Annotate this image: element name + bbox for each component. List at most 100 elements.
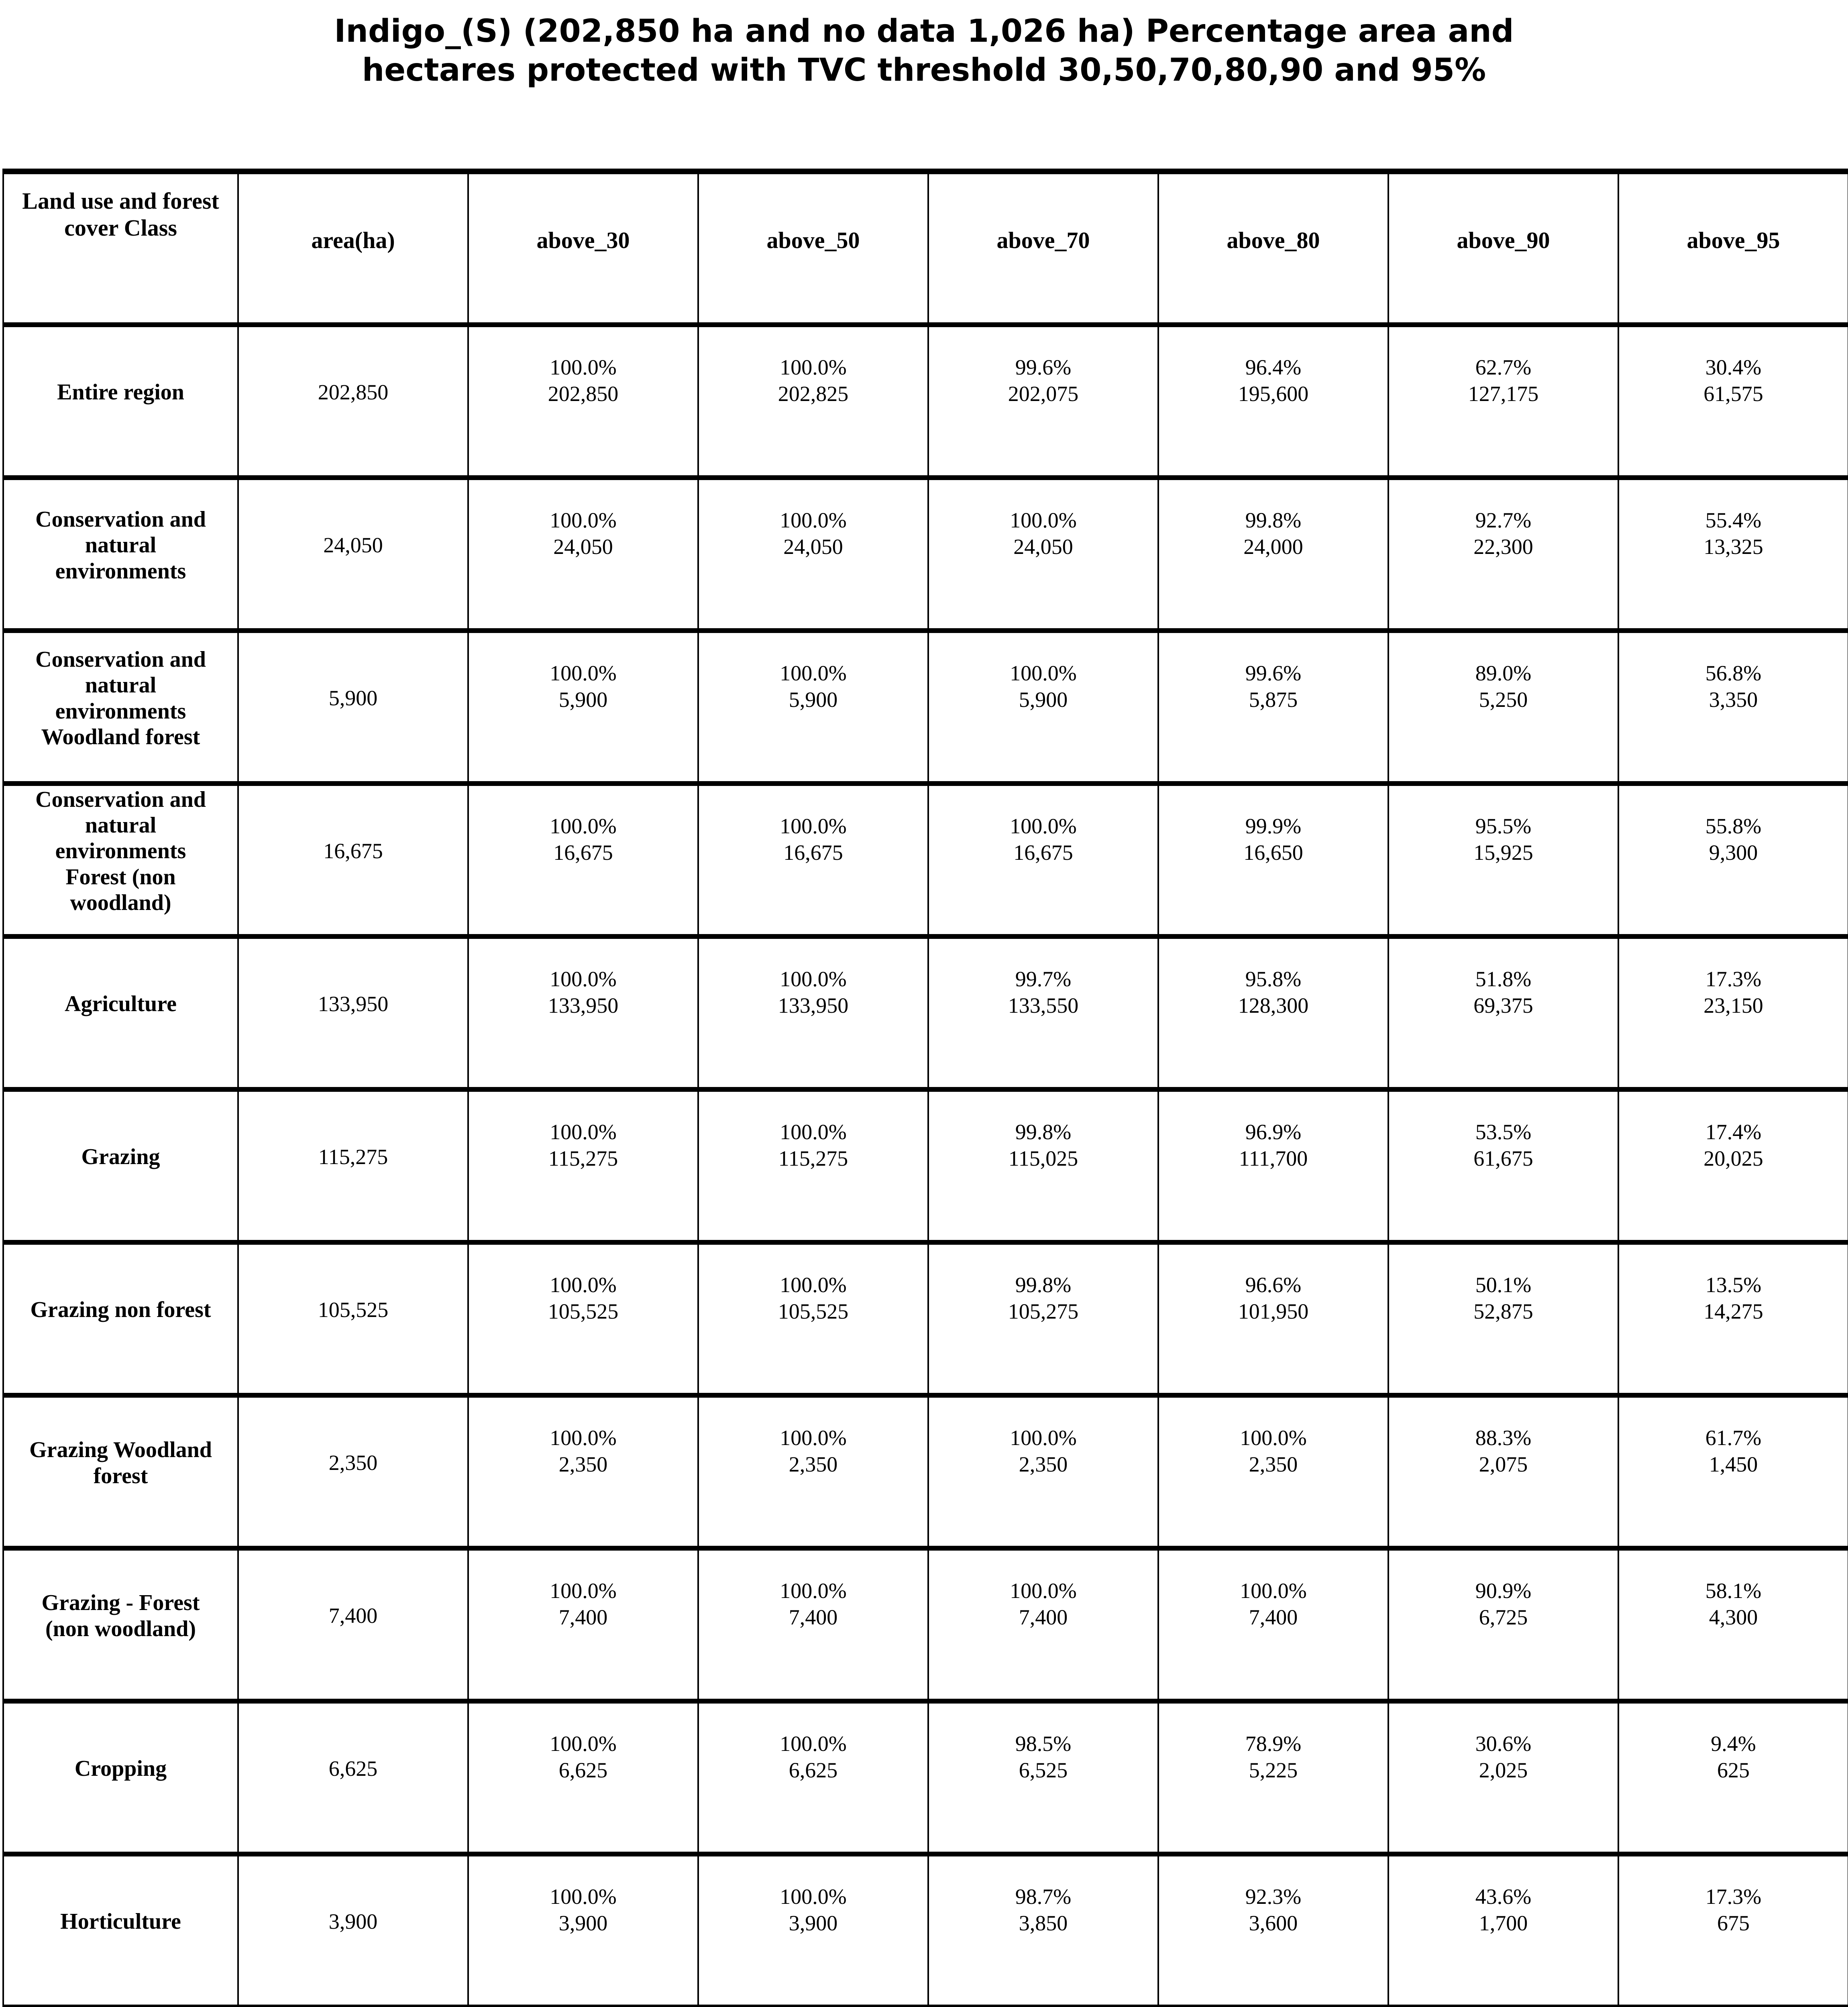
value-box: 100.0% 2,350	[469, 1427, 697, 1475]
pct-value: 100.0%	[1240, 1425, 1307, 1450]
table-row: Grazing Woodland forest 2,350 100.0% 2,350 1…	[2, 1393, 1848, 1551]
ha-value: 1,700	[1479, 1911, 1528, 1935]
column-header-text: Land use and forest cover Class	[4, 174, 237, 241]
value-cell: 99.8% 115,025	[927, 1087, 1159, 1245]
pct-value: 17.3%	[1705, 1884, 1762, 1909]
pct-value: 92.7%	[1475, 508, 1532, 532]
pct-value: 17.3%	[1705, 967, 1762, 991]
value-box: 100.0% 7,400	[469, 1580, 697, 1628]
value-box: 95.5% 15,925	[1389, 815, 1618, 863]
ha-value: 195,600	[1238, 381, 1309, 406]
pct-value: 100.0%	[780, 1272, 847, 1297]
pct-value: 100.0%	[780, 967, 847, 991]
value-box: 100.0% 3,900	[699, 1886, 927, 1934]
column-header-label: above_80	[1227, 227, 1320, 254]
pct-value: 100.0%	[780, 508, 847, 532]
value-box: 92.7% 22,300	[1389, 509, 1618, 558]
row-label-box: Agriculture	[29, 991, 212, 1017]
row-label: Grazing non forest	[2, 1240, 239, 1398]
ha-value: 61,575	[1703, 381, 1763, 406]
ha-value: 16,675	[553, 840, 613, 865]
value-cell: 100.0% 24,050	[927, 475, 1159, 633]
value-cell: 100.0% 133,950	[467, 934, 699, 1092]
column-header-label: area(ha)	[311, 227, 395, 254]
row-label: Conservation and natural environments Wo…	[2, 628, 239, 786]
value-cell: 96.6% 101,950	[1157, 1240, 1389, 1398]
pct-value: 30.4%	[1705, 355, 1762, 379]
column-header-text: area(ha)	[239, 227, 467, 254]
pct-value: 100.0%	[1240, 1578, 1307, 1603]
value-cell: 100.0% 202,825	[697, 322, 929, 480]
pct-value: 90.9%	[1475, 1578, 1532, 1603]
area-cell: 16,675	[237, 781, 469, 939]
ha-value: 115,275	[548, 1146, 618, 1170]
pct-value: 96.4%	[1245, 355, 1302, 379]
page-title-line2: hectares protected with TVC threshold 30…	[362, 52, 1486, 88]
pct-value: 100.0%	[1010, 814, 1077, 838]
pct-value: 62.7%	[1475, 355, 1532, 379]
ha-value: 202,075	[1008, 381, 1079, 406]
ha-value: 1,450	[1709, 1452, 1758, 1476]
value-box: 96.4% 195,600	[1159, 356, 1388, 405]
pct-value: 17.4%	[1705, 1120, 1762, 1144]
value-box: 13.5% 14,275	[1619, 1274, 1848, 1322]
table-row: Grazing 115,275 100.0% 115,275 100.0% 115,275…	[2, 1087, 1848, 1245]
value-box: 30.4% 61,575	[1619, 356, 1848, 405]
ha-value: 2,350	[789, 1452, 838, 1476]
ha-value: 7,400	[1249, 1605, 1298, 1629]
value-cell: 100.0% 5,900	[467, 628, 699, 786]
table-row: Entire region 202,850 100.0% 202,850 100.0% 2…	[2, 322, 1848, 480]
value-box: 17.3% 23,150	[1619, 968, 1848, 1016]
pct-value: 99.6%	[1015, 355, 1072, 379]
value-cell: 98.5% 6,525	[927, 1699, 1159, 1856]
pct-value: 96.6%	[1245, 1272, 1302, 1297]
value-box: 99.8% 105,275	[929, 1274, 1157, 1322]
area-box: 3,900	[239, 1909, 467, 1934]
row-label-text: Grazing	[81, 1144, 160, 1170]
row-label: Conservation and natural environments	[2, 475, 239, 633]
value-cell: 99.9% 16,650	[1157, 781, 1389, 939]
pct-value: 98.7%	[1015, 1884, 1072, 1909]
value-cell: 100.0% 133,950	[697, 934, 929, 1092]
value-cell: 100.0% 105,525	[697, 1240, 929, 1398]
column-header: above_95	[1618, 169, 1848, 327]
ha-value: 2,350	[1019, 1452, 1068, 1476]
column-header-text: above_50	[699, 227, 927, 254]
value-box: 100.0% 133,950	[699, 968, 927, 1016]
pct-value: 99.6%	[1245, 661, 1302, 685]
area-box: 133,950	[239, 991, 467, 1016]
value-box: 78.9% 5,225	[1159, 1733, 1388, 1781]
ha-value: 9,300	[1709, 840, 1758, 865]
ha-value: 7,400	[558, 1605, 608, 1629]
value-cell: 100.0% 2,350	[697, 1393, 929, 1551]
pct-value: 78.9%	[1245, 1731, 1302, 1756]
row-label-text: Conservation and natural environments Fo…	[35, 787, 206, 916]
pct-value: 100.0%	[550, 1120, 617, 1144]
column-header: Land use and forest cover Class	[2, 169, 239, 327]
area-value: 16,675	[323, 839, 383, 863]
row-label-box: Conservation and natural environments Fo…	[29, 787, 212, 916]
area-box: 105,525	[239, 1297, 467, 1322]
ha-value: 13,325	[1703, 534, 1763, 559]
value-box: 89.0% 5,250	[1389, 662, 1618, 710]
column-header-label: above_90	[1457, 227, 1550, 254]
ha-value: 202,850	[548, 381, 619, 406]
pct-value: 100.0%	[780, 355, 847, 379]
area-cell: 5,900	[237, 628, 469, 786]
value-cell: 99.8% 105,275	[927, 1240, 1159, 1398]
column-header-label: above_95	[1687, 227, 1780, 254]
ha-value: 6,725	[1479, 1605, 1528, 1629]
ha-value: 15,925	[1473, 840, 1533, 865]
pct-value: 100.0%	[550, 1425, 617, 1450]
table-container: Land use and forest cover Class area(ha) a…	[2, 169, 1848, 2007]
column-header: above_30	[467, 169, 699, 327]
ha-value: 16,650	[1243, 840, 1303, 865]
ha-value: 16,675	[1013, 840, 1073, 865]
area-box: 2,350	[239, 1450, 467, 1475]
pct-value: 100.0%	[1010, 1425, 1077, 1450]
table-row: Agriculture 133,950 100.0% 133,950 100.0% 133…	[2, 934, 1848, 1092]
area-value: 7,400	[328, 1604, 378, 1628]
ha-value: 5,900	[1019, 687, 1068, 712]
page-title: Indigo_(S) (202,850 ha and no data 1,026…	[0, 12, 1848, 90]
value-cell: 100.0% 7,400	[927, 1546, 1159, 1704]
